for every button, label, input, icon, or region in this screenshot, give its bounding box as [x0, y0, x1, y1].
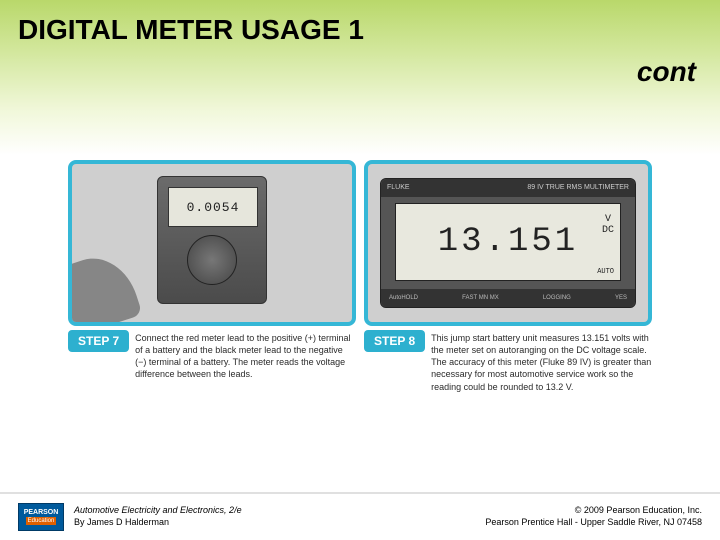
fluke-btn-fastmnmx: FAST MN MX	[462, 295, 499, 307]
fluke-bottom-bar: AutoHOLD FAST MN MX LOGGING YES	[381, 289, 635, 307]
step8-badge: STEP 8	[364, 330, 425, 352]
multimeter-dial	[187, 235, 237, 285]
fluke-screen: 13.151 V DC AUTO	[395, 203, 621, 281]
footer-left: PEARSON Education Automotive Electricity…	[18, 503, 242, 531]
fluke-model: 89 IV TRUE RMS MULTIMETER	[527, 184, 629, 197]
panel-step7: 0.0054 STEP 7 Connect the red meter lead…	[68, 160, 356, 393]
step8-row: STEP 8 This jump start battery unit meas…	[364, 330, 652, 393]
fluke-meter-body: FLUKE 89 IV TRUE RMS MULTIMETER 13.151 V…	[380, 178, 636, 308]
fluke-brand: FLUKE	[387, 184, 410, 197]
fluke-reading: 13.151	[438, 223, 578, 261]
hand-illustration	[68, 248, 143, 326]
page-title: DIGITAL METER USAGE 1	[18, 14, 702, 46]
header-band: DIGITAL METER USAGE 1 cont	[0, 0, 720, 155]
fluke-unit-dc: DC	[602, 225, 614, 236]
footer: PEARSON Education Automotive Electricity…	[0, 492, 720, 540]
step8-text: This jump start battery unit measures 13…	[431, 330, 652, 393]
multimeter-screen: 0.0054	[168, 187, 258, 227]
copyright-line: © 2009 Pearson Education, Inc.	[485, 505, 702, 517]
step7-badge: STEP 7	[68, 330, 129, 352]
pearson-logo-bottom: Education	[26, 517, 57, 525]
step7-row: STEP 7 Connect the red meter lead to the…	[68, 330, 356, 381]
fluke-top-bar: FLUKE 89 IV TRUE RMS MULTIMETER	[381, 179, 635, 197]
fluke-auto-label: AUTO	[597, 268, 614, 276]
pearson-logo: PEARSON Education	[18, 503, 64, 531]
step7-image: 0.0054	[68, 160, 356, 326]
book-credit: Automotive Electricity and Electronics, …	[74, 505, 242, 528]
book-author: By James D Halderman	[74, 517, 242, 529]
multimeter-body: 0.0054	[157, 176, 267, 304]
footer-right: © 2009 Pearson Education, Inc. Pearson P…	[485, 505, 702, 528]
publisher-line: Pearson Prentice Hall - Upper Saddle Riv…	[485, 517, 702, 529]
fluke-btn-logging: LOGGING	[543, 295, 571, 307]
continued-label: cont	[637, 56, 696, 88]
pearson-logo-top: PEARSON	[24, 509, 59, 516]
book-title: Automotive Electricity and Electronics, …	[74, 505, 242, 517]
fluke-btn-yes: YES	[615, 295, 627, 307]
fluke-unit-v: V	[602, 214, 614, 225]
step8-image: FLUKE 89 IV TRUE RMS MULTIMETER 13.151 V…	[364, 160, 652, 326]
content-area: 0.0054 STEP 7 Connect the red meter lead…	[68, 160, 652, 393]
fluke-btn-autohold: AutoHOLD	[389, 295, 418, 307]
fluke-unit: V DC	[602, 214, 614, 236]
panel-step8: FLUKE 89 IV TRUE RMS MULTIMETER 13.151 V…	[364, 160, 652, 393]
step7-text: Connect the red meter lead to the positi…	[135, 330, 356, 381]
